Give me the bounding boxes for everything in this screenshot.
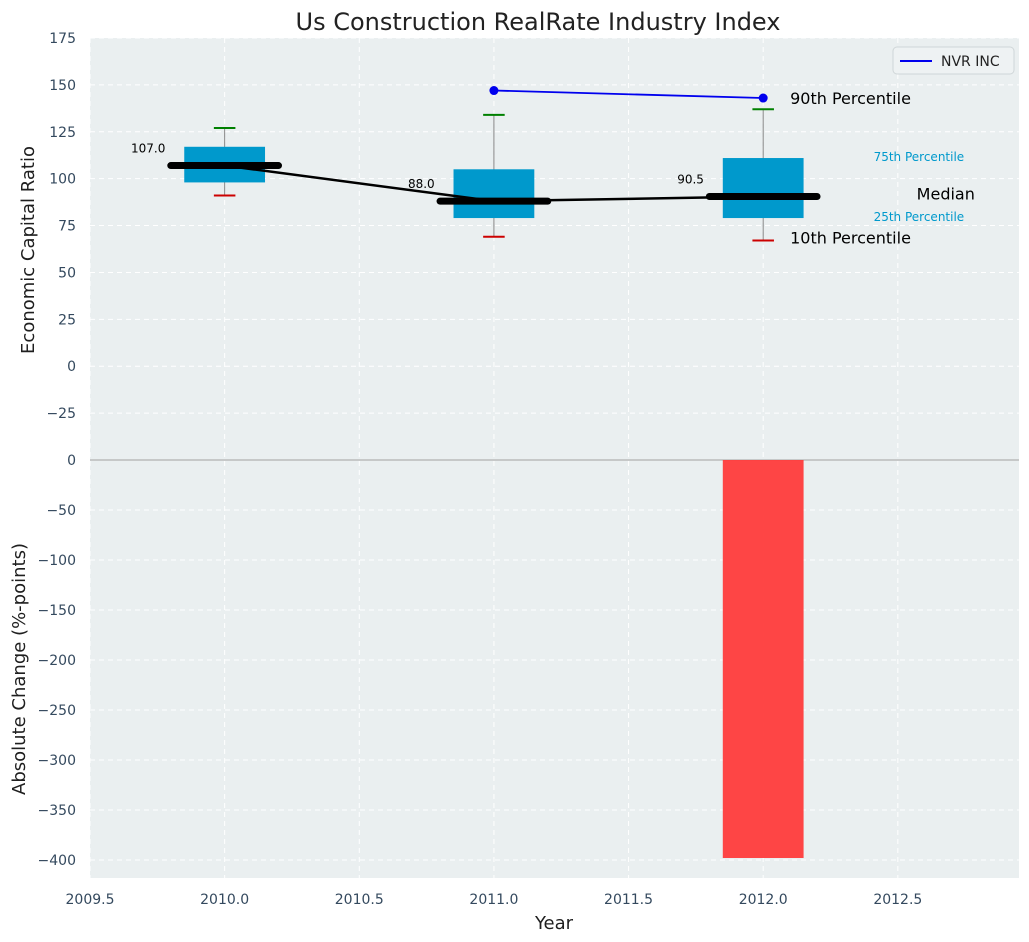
bottom-y-axis-title: Absolute Change (%-points)	[9, 543, 30, 795]
bottom-y-tick-label: −400	[38, 853, 76, 869]
bottom-plot-area	[90, 460, 1019, 878]
top-y-tick-label: 50	[58, 265, 76, 281]
median-value-label: 90.5	[677, 172, 704, 186]
p75-annotation: 75th Percentile	[874, 150, 965, 164]
x-tick-label: 2012.0	[739, 892, 788, 908]
bottom-y-tick-label: −350	[38, 803, 76, 819]
percentile-annotations: 90th Percentile 75th Percentile Median 2…	[790, 89, 975, 248]
p90-annotation: 90th Percentile	[790, 89, 911, 108]
x-tick-label: 2011.5	[604, 892, 653, 908]
grid-lines	[89, 37, 1019, 878]
legend-label: NVR INC	[941, 54, 1000, 70]
x-tick-label: 2011.0	[469, 892, 518, 908]
median-annotation: Median	[917, 184, 975, 203]
top-plot-area	[90, 38, 1019, 460]
legend-box	[892, 46, 1015, 75]
x-tick-label: 2012.5	[873, 892, 922, 908]
top-y-tick-label: 75	[58, 219, 76, 235]
company-point	[758, 93, 768, 103]
change-bars	[722, 460, 804, 858]
top-y-tick-label: 175	[49, 31, 76, 47]
median-value-label: 88.0	[408, 177, 435, 191]
bottom-y-tick-label: −100	[38, 553, 76, 569]
bottom-y-tick-label: −300	[38, 753, 76, 769]
percentile-boxes: 107.0 88.0 90.5	[131, 108, 821, 242]
axis-ticks: 2009.5 2010.0 2010.5 2011.0 2011.5 2012.0 2012…	[38, 31, 923, 908]
company-point	[489, 86, 499, 96]
top-y-tick-label: −25	[46, 406, 76, 422]
p10-annotation: 10th Percentile	[790, 229, 911, 248]
top-y-axis-title: Economic Capital Ratio	[18, 146, 39, 354]
bottom-y-tick-label: −250	[38, 703, 76, 719]
company-series	[489, 86, 768, 103]
x-axis-title: Year	[534, 913, 574, 934]
bottom-y-tick-label: −150	[38, 603, 76, 619]
bottom-y-tick-label: −200	[38, 653, 76, 669]
bottom-y-tick-label: 0	[67, 453, 76, 469]
x-tick-label: 2010.5	[335, 892, 384, 908]
p25-annotation: 25th Percentile	[874, 210, 965, 224]
legend: NVR INC	[892, 46, 1015, 75]
x-tick-label: 2010.0	[200, 892, 249, 908]
bottom-y-tick-label: −50	[46, 503, 76, 519]
median-value-label: 107.0	[131, 142, 165, 156]
company-line	[493, 89, 764, 99]
x-tick-label: 2009.5	[66, 892, 115, 908]
top-y-tick-label: 0	[67, 359, 76, 375]
top-y-tick-label: 125	[49, 125, 76, 141]
iqr-box	[453, 169, 535, 219]
top-y-tick-label: 25	[58, 312, 76, 328]
iqr-box	[722, 158, 804, 219]
top-y-tick-label: 150	[49, 78, 76, 94]
change-bar	[722, 460, 804, 858]
chart-title: Us Construction RealRate Industry Index	[296, 8, 781, 36]
top-y-tick-label: 100	[49, 172, 76, 188]
